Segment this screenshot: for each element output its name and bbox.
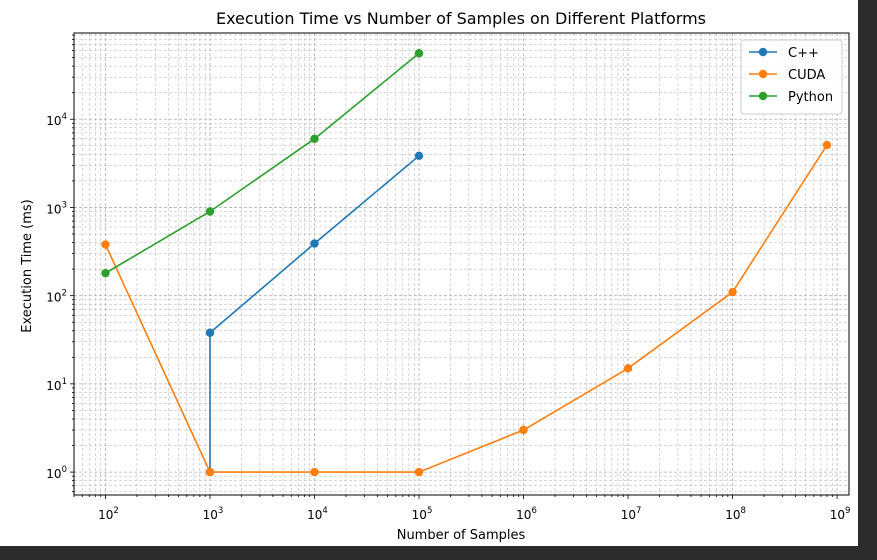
data-point <box>414 49 424 58</box>
legend-label: C++ <box>788 46 819 61</box>
legend-marker <box>758 47 768 57</box>
series-layer <box>101 49 832 477</box>
data-point <box>519 425 528 435</box>
x-tick-label: 108 <box>725 506 746 522</box>
grid <box>73 33 849 495</box>
data-point <box>623 364 633 373</box>
y-tick-label: 101 <box>46 377 67 393</box>
data-point <box>414 467 424 477</box>
data-point <box>205 328 215 337</box>
data-point <box>101 240 110 249</box>
x-axis-label: Number of Samples <box>397 528 526 543</box>
chart-figure: Execution Time vs Number of Samples on D… <box>0 0 858 546</box>
x-tick-label: 109 <box>830 506 851 522</box>
chart-title: Execution Time vs Number of Samples on D… <box>216 9 706 28</box>
y-tick-label: 102 <box>46 289 67 305</box>
plot-area-frame <box>73 32 850 496</box>
series-line <box>209 155 420 473</box>
axis-ticks: 102 103 104 105 106 107 108 109 100 101 102 103 104 <box>46 34 851 522</box>
series-line <box>105 52 420 274</box>
x-tick-label: 106 <box>516 506 537 522</box>
y-tick-label: 100 <box>46 465 67 481</box>
x-tick-label: 107 <box>621 506 642 522</box>
legend-marker <box>758 69 768 79</box>
y-axis-label: Execution Time (ms) <box>20 199 35 332</box>
data-point <box>101 268 110 278</box>
x-tick-label: 103 <box>203 506 224 522</box>
series-line <box>104 144 828 473</box>
x-tick-label: 102 <box>98 506 119 522</box>
y-tick-label: 104 <box>46 112 67 128</box>
x-tick-label: 105 <box>412 506 433 522</box>
data-point <box>205 207 215 216</box>
y-tick-label: 103 <box>46 200 67 216</box>
legend: C++ CUDA Python <box>740 39 843 115</box>
data-point <box>414 151 424 161</box>
data-point <box>310 134 319 144</box>
x-tick-label: 104 <box>307 506 328 522</box>
data-point <box>310 467 319 477</box>
data-point <box>728 287 737 297</box>
data-point <box>310 239 319 248</box>
legend-label: CUDA <box>788 68 825 83</box>
data-point <box>822 140 832 150</box>
chart-svg: Execution Time vs Number of Samples on D… <box>20 9 851 543</box>
data-point <box>205 467 215 477</box>
legend-label: Python <box>788 90 833 105</box>
legend-marker <box>758 91 768 101</box>
